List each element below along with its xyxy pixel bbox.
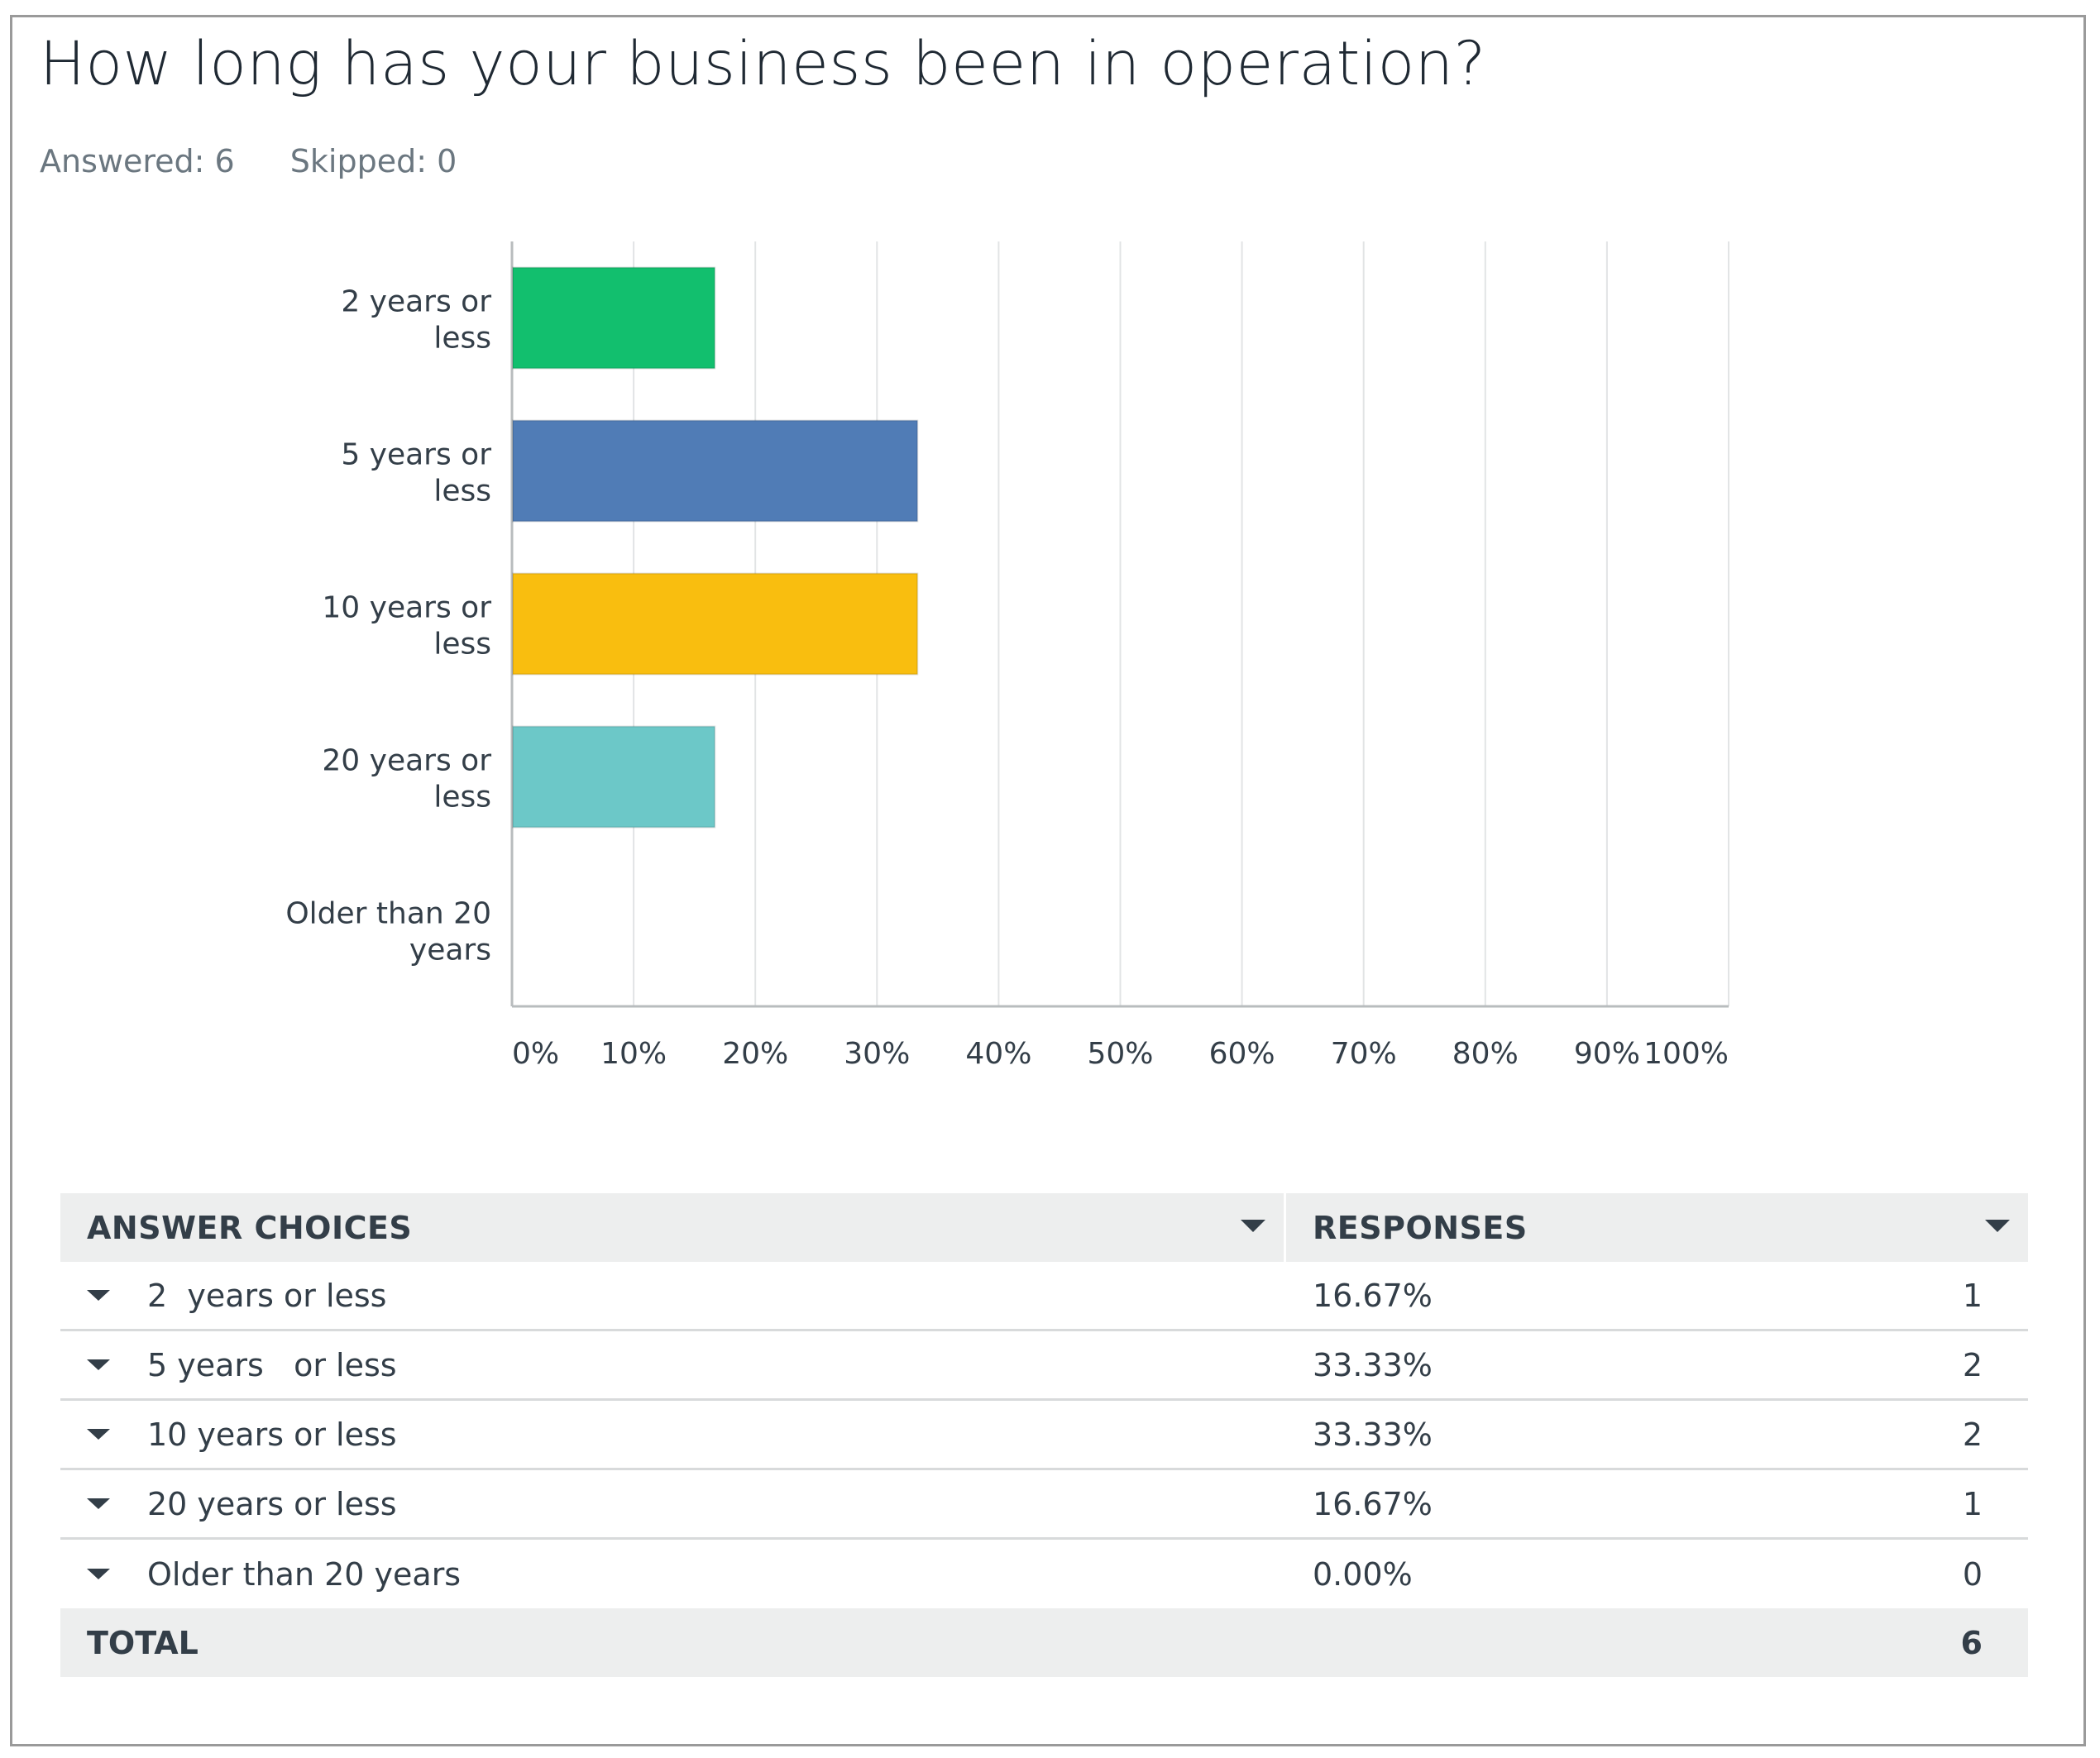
category-label: 10 years or less [322,591,491,662]
answer-table: ANSWER CHOICES RESPONSES 2 years or less… [60,1193,2028,1677]
x-tick-label: 20% [722,1037,788,1071]
table-row: 5 years or less 33.33% 2 [60,1331,2028,1401]
responses-header-label: RESPONSES [1313,1209,1528,1246]
x-tick-label: 10% [600,1037,667,1071]
responses-header[interactable]: RESPONSES [1286,1193,2028,1262]
table-row: 10 years or less 33.33% 2 [60,1401,2028,1470]
answer-choice: Older than 20 years [147,1555,462,1593]
question-card: How long has your business been in opera… [10,15,2086,1746]
total-label: TOTAL [87,1624,199,1661]
response-percent: 33.33% [1313,1346,1433,1383]
x-tick-label: 0% [512,1037,559,1071]
category-label-line: 10 years or [322,591,491,625]
expand-caret-icon[interactable] [87,1498,110,1509]
category-label-line: 20 years or [322,744,491,778]
answer-choice: 2 years or less [147,1277,387,1314]
category-label-line: less [433,628,491,662]
category-label-line: less [433,475,491,509]
x-tick-label: 30% [844,1037,910,1071]
table-row: 2 years or less 16.67% 1 [60,1262,2028,1331]
response-percent: 16.67% [1313,1277,1433,1314]
response-count: 2 [1962,1416,1983,1453]
category-label-line: less [433,781,491,815]
table-header: ANSWER CHOICES RESPONSES [60,1193,2028,1262]
category-label: 20 years or less [322,744,491,815]
answer-choices-header-label: ANSWER CHOICES [87,1209,413,1246]
category-label-line: years [409,934,491,967]
category-label-line: Older than 20 [285,897,491,931]
response-percent: 16.67% [1313,1485,1433,1522]
x-tick-label: 80% [1452,1037,1519,1071]
response-percent: 0.00% [1313,1555,1413,1593]
x-tick-label: 100% [1643,1037,1729,1071]
total-value: 6 [1960,1624,1983,1661]
category-label: 2 years or less [341,285,491,356]
category-label-line: less [433,322,491,356]
bar [512,419,919,523]
x-tick-label: 70% [1331,1037,1397,1071]
table-row: 20 years or less 16.67% 1 [60,1470,2028,1540]
category-label-line: 5 years or [341,438,491,472]
bar [512,266,716,370]
bar [512,572,919,676]
response-count: 2 [1962,1346,1983,1383]
response-count: 0 [1962,1555,1983,1593]
category-label: 5 years or less [341,438,491,509]
answer-choice: 5 years or less [147,1346,397,1383]
expand-caret-icon[interactable] [87,1290,110,1301]
skipped-count: Skipped: 0 [289,143,457,179]
x-tick-label: 50% [1087,1037,1153,1071]
response-count: 1 [1962,1485,1983,1522]
expand-caret-icon[interactable] [87,1359,110,1370]
question-title: How long has your business been in opera… [40,29,1486,99]
bar-chart: 0% 10% 20% 30% 40% 50% 60% 70% 80% 90% 100% 2 years… [285,241,1729,1071]
response-stats: Answered: 6 Skipped: 0 [40,143,502,179]
bar [512,725,716,829]
expand-caret-icon[interactable] [87,1429,110,1440]
sort-caret-icon[interactable] [1241,1220,1265,1232]
answer-choices-header[interactable]: ANSWER CHOICES [60,1193,1284,1262]
category-label: Older than 20 years [285,897,491,967]
table-total-row: TOTAL 6 [60,1608,2028,1677]
answer-choice: 10 years or less [147,1416,397,1453]
sort-caret-icon[interactable] [1985,1220,2010,1232]
table-row: Older than 20 years 0.00% 0 [60,1540,2028,1608]
expand-caret-icon[interactable] [87,1569,110,1579]
answered-count: Answered: 6 [40,143,235,179]
answer-choice: 20 years or less [147,1485,397,1522]
x-tick-label: 40% [965,1037,1031,1071]
response-percent: 33.33% [1313,1416,1433,1453]
x-tick-label: 90% [1574,1037,1640,1071]
response-count: 1 [1962,1277,1983,1314]
category-label-line: 2 years or [341,285,491,319]
x-tick-label: 60% [1209,1037,1275,1071]
